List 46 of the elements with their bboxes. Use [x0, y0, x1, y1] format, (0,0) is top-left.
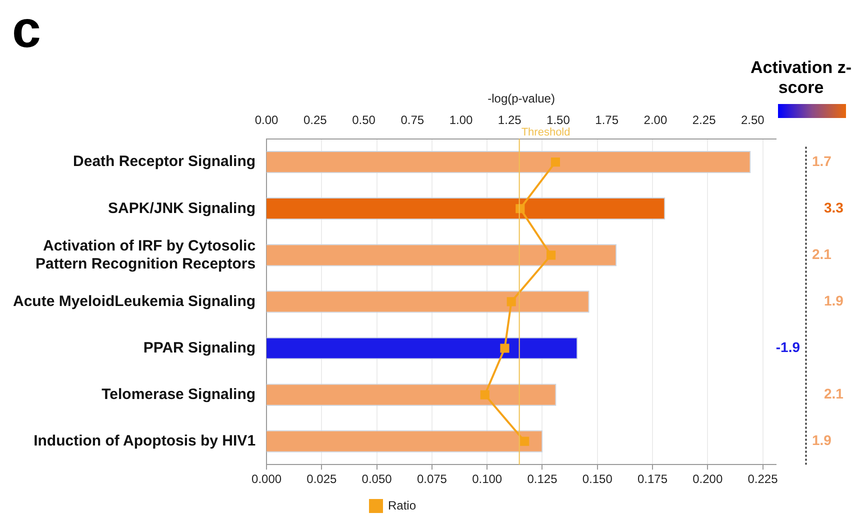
x2-tick-label: 1.00	[449, 112, 473, 127]
x2-tick-label: 1.50	[546, 112, 570, 127]
y-tick-label: Activation of IRF by Cytosolic Pattern Recognition Receptors	[36, 237, 256, 272]
x-tick-label: 0.025	[306, 472, 338, 486]
text: 3.3	[824, 199, 844, 216]
ref-line-label: Threshold	[521, 126, 570, 138]
point	[506, 297, 516, 306]
text: 2.1	[824, 386, 844, 402]
x-tick-label: 0.225	[748, 472, 778, 486]
x-tick-label: 0.125	[527, 472, 558, 486]
y-tick-label: SAPK/JNK Signaling	[108, 200, 256, 217]
text: 1.9	[812, 432, 832, 448]
x2-tick-label: 1.75	[595, 112, 619, 127]
x2-tick-label: 2.25	[692, 112, 716, 127]
y-tick-label: Induction of Apoptosis by HIV1	[34, 432, 256, 450]
x2-tick-label: 2.50	[740, 112, 765, 127]
x2-tick-label: 0.75	[400, 112, 424, 127]
y-tick-label: Death Receptor Signaling	[73, 153, 256, 170]
x2-tick-label: 0.25	[303, 112, 328, 127]
y-tick-label: PPAR Signaling	[143, 339, 256, 356]
x2-tick-label: 0.00	[254, 112, 279, 127]
y-tick-label: Telomerase Signaling	[102, 386, 256, 403]
text: 1.7	[812, 152, 832, 169]
x-tick-label: 0.150	[582, 472, 613, 486]
point	[480, 390, 490, 400]
legend-title: Activation z-score	[749, 58, 853, 98]
text: c	[12, 0, 41, 60]
annotation: -1.9	[776, 339, 800, 356]
point	[500, 344, 510, 353]
x-tick-label: 0.050	[362, 472, 392, 486]
point	[550, 158, 560, 167]
x2-tick-label: 0.50	[352, 112, 376, 127]
x2-axis-title: -log(p-value)	[488, 92, 555, 106]
x2-tick-label: 1.25	[498, 112, 522, 127]
x2-tick-label: 2.00	[644, 112, 668, 127]
point	[520, 436, 530, 446]
text: 2.1	[812, 246, 832, 262]
text: 1.9	[824, 292, 844, 309]
x-tick-label: 0.200	[692, 472, 723, 486]
x-tick-label: 0.100	[472, 472, 502, 486]
point	[546, 250, 556, 260]
legend-label: Ratio	[388, 498, 416, 512]
x-tick-label: 0.075	[416, 472, 448, 486]
x-tick-label: 0.000	[252, 472, 282, 486]
y-tick-label: Acute MyeloidLeukemia Signaling	[12, 292, 256, 310]
x-tick-label: 0.175	[637, 472, 668, 486]
